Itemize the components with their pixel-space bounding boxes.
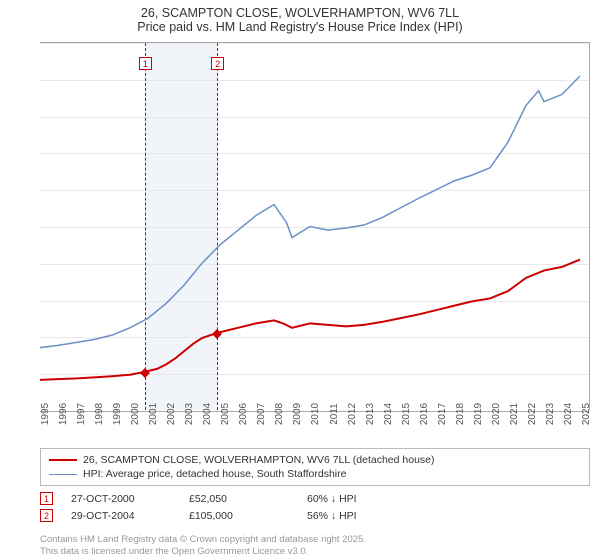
x-tick-label: 1999 — [112, 403, 123, 425]
footer-line-1: Contains HM Land Registry data © Crown c… — [40, 534, 366, 545]
y-tick-label: £100K — [0, 332, 37, 343]
y-tick-label: £450K — [0, 74, 37, 85]
x-tick-label: 2022 — [527, 403, 538, 425]
x-tick-label: 2023 — [545, 403, 556, 425]
x-tick-label: 2014 — [383, 403, 394, 425]
y-tick-label: £0 — [0, 406, 37, 417]
annotation-row: 1 27-OCT-2000 £52,050 60% ↓ HPI — [40, 490, 590, 507]
x-tick-label: 2005 — [220, 403, 231, 425]
legend-label: 26, SCAMPTON CLOSE, WOLVERHAMPTON, WV6 7… — [83, 454, 435, 466]
series-price_paid — [40, 260, 580, 380]
x-tick-label: 2015 — [401, 403, 412, 425]
x-tick-label: 2024 — [563, 403, 574, 425]
x-tick-label: 2017 — [437, 403, 448, 425]
annotation-marker: 1 — [40, 492, 53, 505]
x-tick-label: 1995 — [40, 403, 51, 425]
x-tick-label: 2004 — [202, 403, 213, 425]
x-tick-label: 2008 — [274, 403, 285, 425]
x-tick-label: 1997 — [76, 403, 87, 425]
x-tick-label: 2011 — [329, 403, 340, 425]
y-tick-label: £150K — [0, 295, 37, 306]
legend: 26, SCAMPTON CLOSE, WOLVERHAMPTON, WV6 7… — [40, 448, 590, 486]
annotation-date: 27-OCT-2000 — [71, 493, 171, 505]
series-hpi — [40, 76, 580, 348]
footer-attribution: Contains HM Land Registry data © Crown c… — [40, 534, 366, 557]
x-tick-label: 2020 — [491, 403, 502, 425]
x-tick-label: 2025 — [581, 403, 592, 425]
annotation-delta: 60% ↓ HPI — [307, 493, 407, 505]
legend-item: 26, SCAMPTON CLOSE, WOLVERHAMPTON, WV6 7… — [49, 453, 581, 467]
annotation-price: £105,000 — [189, 510, 289, 522]
x-tick-label: 2016 — [419, 403, 430, 425]
legend-label: HPI: Average price, detached house, Sout… — [83, 468, 346, 480]
annotation-delta: 56% ↓ HPI — [307, 510, 407, 522]
annotations-table: 1 27-OCT-2000 £52,050 60% ↓ HPI 2 29-OCT-2004… — [40, 490, 590, 524]
plot-area: £0£50K£100K£150K£200K£250K£300K£350K£400… — [40, 42, 590, 410]
annotation-marker: 2 — [40, 509, 53, 522]
x-tick-label: 2000 — [130, 403, 141, 425]
x-tick-label: 2006 — [238, 403, 249, 425]
x-tick-label: 2013 — [365, 403, 376, 425]
x-tick-label: 1996 — [58, 403, 69, 425]
x-tick-label: 1998 — [94, 403, 105, 425]
y-tick-label: £50K — [0, 369, 37, 380]
annotation-date: 29-OCT-2004 — [71, 510, 171, 522]
x-tick-label: 2010 — [310, 403, 321, 425]
x-tick-label: 2021 — [509, 403, 520, 425]
x-tick-label: 2019 — [473, 403, 484, 425]
chart-container: 26, SCAMPTON CLOSE, WOLVERHAMPTON, WV6 7… — [0, 0, 600, 560]
y-tick-label: £300K — [0, 185, 37, 196]
line-series — [40, 43, 589, 410]
annotation-price: £52,050 — [189, 493, 289, 505]
annotation-row: 2 29-OCT-2004 £105,000 56% ↓ HPI — [40, 507, 590, 524]
x-tick-label: 2009 — [292, 403, 303, 425]
y-tick-label: £250K — [0, 222, 37, 233]
x-tick-label: 2007 — [256, 403, 267, 425]
title-line-1: 26, SCAMPTON CLOSE, WOLVERHAMPTON, WV6 7… — [0, 6, 600, 20]
title-line-2: Price paid vs. HM Land Registry's House … — [0, 20, 600, 34]
legend-swatch — [49, 474, 77, 475]
footer-line-2: This data is licensed under the Open Gov… — [40, 546, 366, 557]
x-tick-label: 2012 — [347, 403, 358, 425]
x-tick-label: 2018 — [455, 403, 466, 425]
y-tick-label: £350K — [0, 148, 37, 159]
x-tick-label: 2002 — [166, 403, 177, 425]
y-tick-label: £500K — [0, 38, 37, 49]
legend-item: HPI: Average price, detached house, Sout… — [49, 467, 581, 481]
x-tick-label: 2003 — [184, 403, 195, 425]
y-tick-label: £400K — [0, 111, 37, 122]
y-tick-label: £200K — [0, 258, 37, 269]
legend-swatch — [49, 459, 77, 461]
x-axis: 1995199619971998199920002001200220032004… — [40, 410, 590, 450]
chart-title: 26, SCAMPTON CLOSE, WOLVERHAMPTON, WV6 7… — [0, 0, 600, 36]
x-tick-label: 2001 — [148, 403, 159, 425]
